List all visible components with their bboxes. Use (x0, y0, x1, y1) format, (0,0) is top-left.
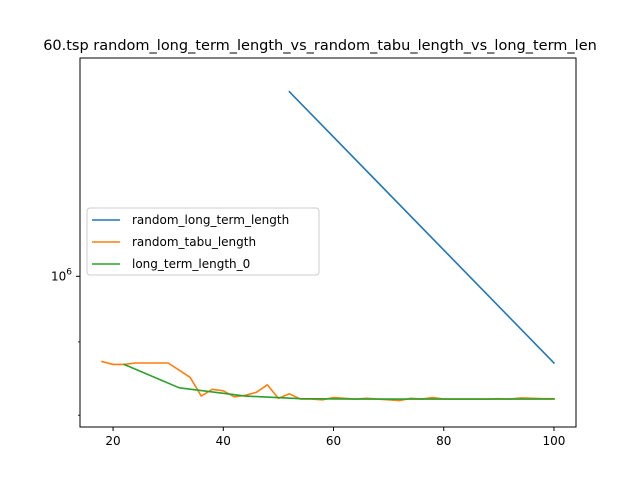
series-line-random_long_term_length (288, 90, 556, 365)
axes: 20 40 60 80 100 106 (51, 267, 565, 448)
chart-title: 60.tsp random_long_term_length_vs_random… (43, 38, 597, 54)
x-tick-label: 100 (543, 434, 566, 448)
x-tick-label: 20 (105, 434, 120, 448)
series-line-long_term_length_0 (123, 363, 555, 400)
legend-label: long_term_length_0 (132, 257, 250, 271)
x-tick-label: 40 (216, 434, 231, 448)
y-tick-label: 106 (51, 267, 72, 283)
x-tick-label: 80 (436, 434, 451, 448)
series-line-random_tabu_length (101, 360, 555, 402)
legend-label: random_tabu_length (132, 235, 256, 249)
legend: random_long_term_length random_tabu_lengt… (86, 207, 320, 276)
plot-area (101, 90, 556, 402)
x-tick-label: 60 (326, 434, 341, 448)
plot-frame (79, 57, 577, 428)
legend-box (86, 207, 320, 276)
legend-label: random_long_term_length (132, 213, 289, 227)
